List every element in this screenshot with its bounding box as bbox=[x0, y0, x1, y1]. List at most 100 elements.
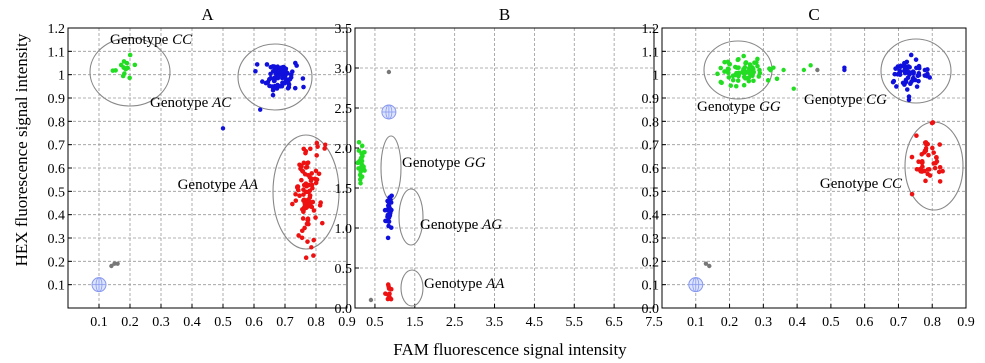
data-point-red bbox=[306, 173, 311, 178]
y-tick-label: 0.8 bbox=[642, 115, 660, 130]
y-tick-label: 0.9 bbox=[642, 92, 660, 107]
data-point-blue bbox=[271, 93, 276, 98]
y-tick-label: 0.5 bbox=[48, 185, 66, 200]
data-point-red bbox=[933, 166, 938, 171]
data-point-red bbox=[297, 193, 302, 198]
data-point-red bbox=[314, 153, 319, 158]
data-point-red bbox=[296, 233, 301, 238]
x-tick-label: 2.5 bbox=[446, 315, 464, 330]
data-point-red bbox=[310, 183, 315, 188]
cluster-label-prefix: Genotype bbox=[697, 99, 759, 115]
x-tick-label: 0.6 bbox=[856, 315, 874, 330]
data-point-blue bbox=[389, 193, 394, 198]
ntc-globe-icon bbox=[382, 105, 396, 119]
cluster-label: Genotype GG bbox=[402, 155, 486, 171]
y-tick-label: 0.3 bbox=[642, 232, 660, 247]
data-point-green bbox=[781, 68, 785, 72]
x-axis-label: FAM fluorescence signal intensity bbox=[330, 338, 690, 362]
data-point-red bbox=[305, 165, 310, 170]
data-point-blue bbox=[387, 219, 392, 224]
data-point-red bbox=[309, 178, 314, 183]
y-tick-label: 3.5 bbox=[335, 22, 353, 37]
cluster-label-genotype: CG bbox=[866, 92, 887, 108]
chart-panel-b: 0.5 1.5 2.5 3.5 4.5 5.5 6.5 7.50.00.51.01.52.02… bbox=[335, 5, 663, 330]
y-tick-label: 1.0 bbox=[335, 222, 353, 237]
data-point-blue bbox=[387, 205, 392, 210]
data-point-green bbox=[802, 68, 806, 72]
data-point-green bbox=[360, 164, 365, 169]
y-tick-label: 0.0 bbox=[335, 302, 353, 317]
x-tick-label: 0.9 bbox=[957, 315, 975, 330]
data-point-red bbox=[313, 215, 318, 220]
chart-panel-a: 0.1 0.2 0.3 0.4 0.5 0.6 0.7 0.8 0.9 0.1 0.2 0.3 0.4 0… bbox=[48, 5, 356, 330]
cluster-label-prefix: Genotype bbox=[402, 155, 464, 171]
data-point-red bbox=[916, 159, 921, 164]
y-tick-label: 0.2 bbox=[48, 255, 66, 270]
data-point-green bbox=[360, 144, 365, 149]
data-point-red bbox=[305, 239, 310, 244]
data-point-green bbox=[741, 54, 746, 59]
data-point-red bbox=[389, 297, 394, 302]
y-tick-label: 0.4 bbox=[642, 209, 660, 224]
y-tick-label: 1.1 bbox=[642, 45, 660, 60]
data-point-blue bbox=[386, 236, 391, 241]
y-tick-label: 3.0 bbox=[335, 62, 353, 77]
data-point-blue bbox=[273, 71, 278, 76]
cluster-label-prefix: Genotype bbox=[820, 176, 882, 192]
data-point-green bbox=[743, 61, 748, 66]
data-point-green bbox=[358, 177, 363, 182]
cluster-label: Genotype AG bbox=[420, 217, 502, 233]
data-point-red bbox=[914, 133, 919, 138]
data-point-red bbox=[928, 173, 933, 178]
cluster-label-genotype: CC bbox=[172, 32, 193, 48]
y-tick-label: 0.7 bbox=[642, 139, 660, 154]
data-point-blue bbox=[282, 81, 287, 86]
data-point-green bbox=[726, 70, 731, 75]
data-point-green bbox=[741, 70, 746, 75]
data-point-red bbox=[293, 192, 298, 197]
data-point-red bbox=[386, 292, 391, 297]
data-point-green bbox=[726, 67, 731, 72]
data-point-red bbox=[317, 171, 322, 176]
data-point-red bbox=[318, 200, 323, 205]
cluster-label: Genotype AC bbox=[150, 95, 232, 111]
data-point-gray bbox=[815, 68, 819, 72]
x-tick-label: 0.8 bbox=[307, 315, 325, 330]
data-point-green bbox=[736, 58, 741, 63]
data-point-blue bbox=[290, 69, 295, 74]
data-point-green bbox=[771, 65, 775, 69]
data-point-red bbox=[311, 253, 316, 258]
data-point-blue bbox=[267, 77, 272, 82]
y-tick-label: 0.1 bbox=[642, 279, 660, 294]
y-tick-label: 0.2 bbox=[642, 255, 660, 270]
data-point-red bbox=[303, 201, 308, 206]
cluster-label-prefix: Genotype bbox=[424, 276, 486, 292]
data-point-blue bbox=[905, 87, 910, 92]
x-tick-label: 0.2 bbox=[121, 315, 139, 330]
x-tick-label: 0.4 bbox=[183, 315, 201, 330]
data-point-blue bbox=[911, 69, 916, 74]
data-point-red bbox=[910, 155, 915, 160]
data-point-red bbox=[296, 184, 301, 189]
y-tick-label: 0.3 bbox=[48, 232, 66, 247]
cluster-label-prefix: Genotype bbox=[420, 217, 482, 233]
data-point-red bbox=[298, 167, 303, 172]
data-point-red bbox=[297, 162, 302, 167]
y-tick-label: 1 bbox=[652, 69, 659, 84]
data-point-red bbox=[308, 146, 313, 151]
data-point-red bbox=[934, 155, 939, 160]
data-point-blue bbox=[914, 57, 919, 62]
data-point-green bbox=[743, 76, 748, 81]
data-point-green bbox=[727, 62, 732, 67]
data-point-blue bbox=[293, 86, 298, 91]
data-point-blue bbox=[386, 224, 391, 229]
data-point-green bbox=[121, 74, 126, 79]
data-point-green bbox=[133, 63, 138, 68]
data-point-green bbox=[113, 68, 118, 73]
data-point-blue bbox=[265, 62, 270, 67]
y-tick-label: 1.2 bbox=[642, 22, 660, 37]
data-point-green bbox=[792, 86, 796, 90]
data-point-blue bbox=[915, 84, 920, 89]
data-point-blue bbox=[903, 67, 908, 72]
cluster-label-genotype: GG bbox=[464, 155, 486, 171]
